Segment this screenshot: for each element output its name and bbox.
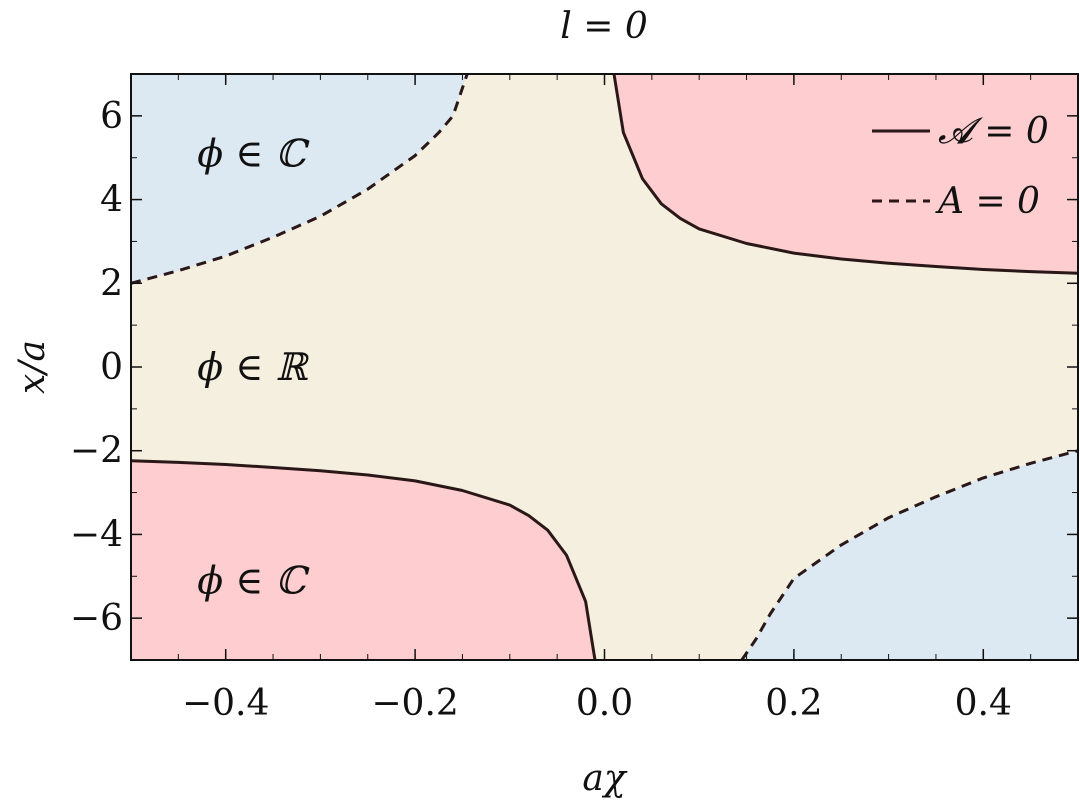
region-complex-fill-upper-right (614, 74, 1078, 274)
y-tick-label: −2 (70, 431, 123, 472)
curve-dashed-upper-left (131, 74, 469, 285)
y-tick-label: −4 (70, 514, 123, 555)
y-tick-label: 2 (100, 263, 123, 304)
region-complex-fill-lower-right (741, 450, 1078, 660)
legend: 𝓐 = 0 A = 0 (872, 111, 1049, 222)
region-label-0: ϕ ∈ ℂ (197, 132, 309, 176)
x-tick-label: −0.2 (371, 683, 458, 724)
x-tick-label: 0.2 (765, 683, 822, 724)
legend-label-dashed: A = 0 (935, 181, 1040, 222)
curve-solid-lower-left (131, 459, 597, 660)
plot-area (131, 74, 1078, 660)
x-tick-label: 0.0 (576, 683, 633, 724)
region-label-2: ϕ ∈ ℂ (197, 558, 309, 602)
chart-title: l = 0 (560, 6, 647, 47)
axes-frame (130, 73, 1079, 661)
region-complex-fill-upper-left (131, 74, 468, 284)
labels: ϕ ∈ ℂ ϕ ∈ ℝ ϕ ∈ ℂ −0.4 −0.2 0.0 0.2 0.4 6 4 2 0 −2 −4… (12, 6, 1049, 799)
y-tick-label: −6 (70, 598, 123, 639)
region-complex-fill-lower-left (131, 460, 595, 660)
y-tick-label: 4 (100, 180, 123, 221)
x-axis-label: aχ (582, 758, 627, 799)
x-tick-label: −0.4 (182, 683, 269, 724)
x-tick-label: 0.4 (955, 683, 1012, 724)
y-axis-label: x/a (12, 340, 53, 394)
y-tick-label: 6 (100, 96, 123, 137)
y-tick-label: 0 (100, 347, 123, 388)
curve-solid-upper-right (612, 74, 1078, 275)
legend-label-solid: 𝓐 = 0 (938, 111, 1049, 152)
curve-dashed-lower-right (740, 449, 1078, 660)
region-label-1: ϕ ∈ ℝ (197, 345, 309, 389)
